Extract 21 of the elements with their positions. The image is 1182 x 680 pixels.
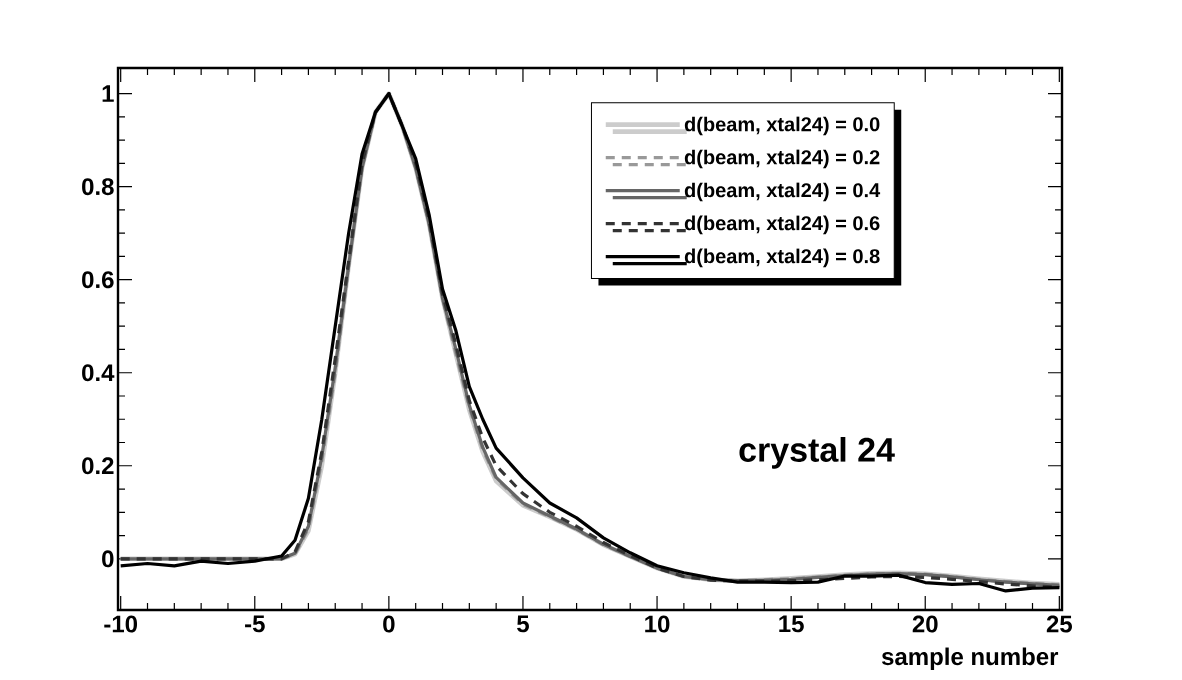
x-tick-label: -10 xyxy=(104,615,138,633)
y-tick-label: 1 xyxy=(102,85,114,102)
x-tick-label: 5 xyxy=(517,615,529,633)
y-tick-label: 0.4 xyxy=(82,364,115,382)
annotation: crystal 24 xyxy=(739,436,895,469)
x-tick-label: 10 xyxy=(645,615,670,633)
y-tick-label: 0.2 xyxy=(82,457,114,475)
y-tick-label: 0 xyxy=(102,550,114,568)
legend-label: d(beam, xtal24) = 0.6 xyxy=(684,215,880,235)
x-tick-label: 25 xyxy=(1046,615,1072,633)
legend-label: d(beam, xtal24) = 0.0 xyxy=(684,116,880,136)
x-axis-title: sample number xyxy=(881,647,1059,670)
x-tick-label: 0 xyxy=(383,615,395,633)
x-tick-label: -5 xyxy=(245,615,265,633)
legend-label: d(beam, xtal24) = 0.4 xyxy=(684,182,881,202)
y-tick-label: 0.8 xyxy=(82,178,114,196)
x-tick-label: 20 xyxy=(912,615,938,633)
legend-label: d(beam, xtal24) = 0.2 xyxy=(684,149,880,169)
legend-label: d(beam, xtal24) = 0.8 xyxy=(684,248,880,268)
y-tick-label: 0.6 xyxy=(82,271,114,289)
x-tick-label: 15 xyxy=(779,615,804,633)
